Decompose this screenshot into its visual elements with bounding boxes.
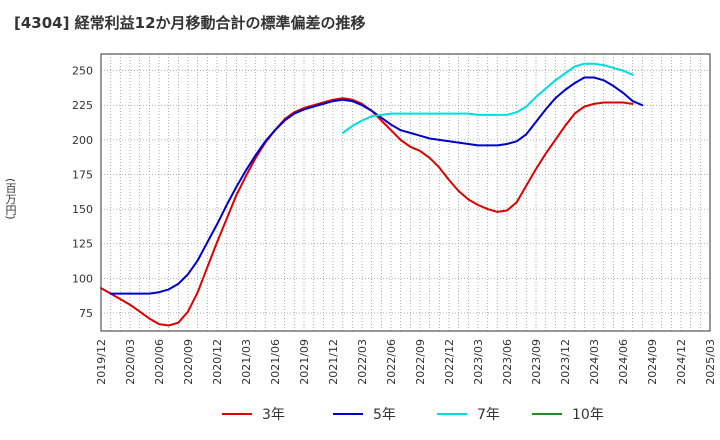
x-tick-label: 2021/03 — [240, 339, 253, 385]
x-tick-label: 2021/06 — [269, 339, 282, 385]
legend-label: 10年 — [572, 407, 604, 423]
x-tick-label: 2022/12 — [443, 339, 456, 385]
x-tick-label: 2023/09 — [530, 339, 543, 385]
x-tick-label: 2023/12 — [559, 339, 572, 385]
y-axis-label: (百万円) — [4, 178, 17, 220]
legend: 3年 5年 7年 10年 — [222, 407, 604, 423]
y-tick-label: 175 — [72, 168, 93, 181]
y-tick-label: 75 — [79, 307, 93, 320]
y-tick-label: 200 — [72, 134, 93, 147]
legend-label: 3年 — [262, 407, 285, 423]
x-tick-label: 2019/12 — [95, 339, 108, 385]
y-tick-label: 150 — [72, 203, 93, 216]
x-tick-label: 2020/03 — [124, 339, 137, 385]
x-tick-label: 2021/09 — [298, 339, 311, 385]
series-line — [100, 97, 634, 327]
x-tick-label: 2022/09 — [414, 339, 427, 385]
series-line — [109, 76, 644, 295]
x-tick-label: 2022/06 — [385, 339, 398, 385]
x-tick-label: 2023/03 — [472, 339, 485, 385]
legend-label: 7年 — [477, 407, 500, 423]
x-tick-label: 2020/09 — [182, 339, 195, 385]
y-tick-label: 125 — [72, 238, 93, 251]
legend-label: 5年 — [373, 407, 396, 423]
x-tick-label: 2020/06 — [153, 339, 166, 385]
y-tick-label: 225 — [72, 99, 93, 112]
x-axis-ticks: 2019/12 2020/03 2020/06 2020/09 2020/12 2021/… — [95, 339, 717, 385]
grid — [101, 54, 710, 331]
y-tick-label: 250 — [72, 65, 93, 78]
x-tick-label: 2024/03 — [588, 339, 601, 385]
x-tick-label: 2020/12 — [211, 339, 224, 385]
x-tick-label: 2021/12 — [327, 339, 340, 385]
x-tick-label: 2022/03 — [356, 339, 369, 385]
x-tick-label: 2024/06 — [617, 339, 630, 385]
series-line — [341, 62, 634, 134]
x-tick-label: 2024/09 — [646, 339, 659, 385]
plot-frame — [100, 53, 711, 332]
chart-title: [4304] 経常利益12か月移動合計の標準偏差の推移 — [14, 14, 366, 32]
series-lines — [100, 62, 644, 327]
x-tick-label: 2023/06 — [501, 339, 514, 385]
x-tick-label: 2025/03 — [704, 339, 717, 385]
x-tick-label: 2024/12 — [675, 339, 688, 385]
y-axis-ticks: 75 100 125 150 175 200 225 250 — [72, 65, 93, 320]
y-tick-label: 100 — [72, 272, 93, 285]
